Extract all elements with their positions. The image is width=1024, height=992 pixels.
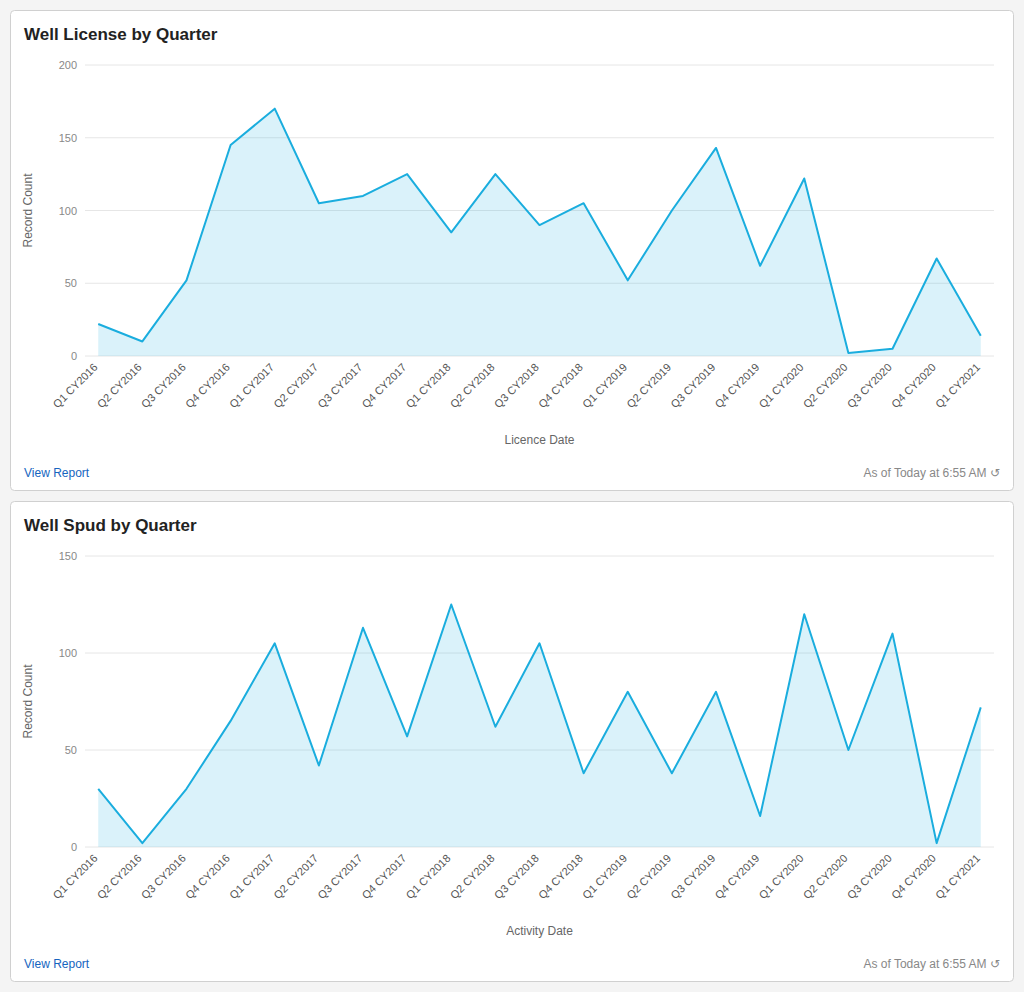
y-axis-label: Record Count	[21, 664, 35, 739]
x-tick-label: Q1 CY2021	[933, 361, 982, 410]
x-tick-label: Q2 CY2017	[271, 852, 320, 901]
chart-panel: Well License by Quarter 0 50 100 150 200 Q1 CY…	[11, 11, 1014, 491]
footer-timestamp: As of Today at 6:55 AM ↺	[863, 957, 1000, 971]
area-fill	[98, 605, 981, 848]
x-tick-label: Q2 CY2019	[624, 852, 673, 901]
x-tick-label: Q4 CY2017	[359, 852, 408, 901]
data-area	[98, 109, 981, 356]
x-tick-label: Q4 CY2019	[712, 852, 761, 901]
x-tick-label: Q2 CY2020	[801, 361, 850, 410]
y-tick-label: 0	[71, 841, 77, 853]
x-tick-label: Q1 CY2020	[757, 852, 806, 901]
x-tick-label: Q2 CY2016	[95, 361, 144, 410]
x-axis-label: Activity Date	[506, 924, 573, 938]
x-tick-label: Q3 CY2018	[492, 852, 541, 901]
chart-panel: Well Spud by Quarter050100150Q1 CY2016Q2…	[11, 502, 1014, 982]
panel-background	[11, 502, 1014, 982]
chart-title: Well License by Quarter	[24, 25, 218, 44]
x-tick-label: Q4 CY2016	[183, 852, 232, 901]
footer-link[interactable]: View Report	[24, 466, 90, 480]
background	[0, 0, 1024, 992]
x-tick-label: Q3 CY2016	[139, 361, 188, 410]
chart-title: Well Spud by Quarter	[24, 516, 197, 535]
x-tick-label: Q3 CY2017	[315, 852, 364, 901]
x-tick-label: Q4 CY2017	[359, 361, 408, 410]
x-tick-label: Q4 CY2016	[183, 361, 232, 410]
x-tick-label: Q4 CY2018	[536, 361, 585, 410]
x-tick-label: Q4 CY2019	[712, 361, 761, 410]
x-axis-label: Licence Date	[504, 433, 574, 447]
x-tick-label: Q3 CY2019	[668, 361, 717, 410]
y-tick-label: 0	[71, 350, 77, 362]
x-tick-label: Q3 CY2018	[492, 361, 541, 410]
x-tick-label: Q1 CY2016	[51, 361, 100, 410]
x-tick-label: Q3 CY2016	[139, 852, 188, 901]
x-tick-label: Q1 CY2020	[757, 361, 806, 410]
grid-line	[85, 65, 994, 66]
y-tick-label: 100	[59, 205, 77, 217]
x-tick-label: Q1 CY2019	[580, 361, 629, 410]
x-tick-label: Q3 CY2019	[668, 852, 717, 901]
x-tick-label: Q4 CY2020	[889, 361, 938, 410]
x-tick-label: Q4 CY2020	[889, 852, 938, 901]
page: Well License by Quarter 0 50 100 150 200 Q1 CY…	[0, 0, 1024, 992]
line	[98, 109, 981, 353]
x-tick-label: Q1 CY2021	[933, 852, 982, 901]
x-tick-label: Q3 CY2017	[315, 361, 364, 410]
panel-background	[11, 11, 1014, 491]
line	[98, 605, 981, 844]
footer-link[interactable]: View Report	[24, 957, 90, 971]
grid-line	[85, 556, 994, 557]
x-tick-label: Q2 CY2018	[448, 852, 497, 901]
x-tick-label: Q2 CY2016	[95, 852, 144, 901]
y-tick-label: 50	[65, 277, 77, 289]
x-tick-label: Q1 CY2017	[227, 361, 276, 410]
x-tick-label: Q1 CY2018	[404, 852, 453, 901]
y-tick-label: 50	[65, 744, 77, 756]
x-tick-label: Q3 CY2020	[845, 361, 894, 410]
x-tick-label: Q1 CY2016	[51, 852, 100, 901]
area-fill	[98, 109, 981, 356]
y-tick-label: 150	[59, 550, 77, 562]
x-tick-label: Q4 CY2018	[536, 852, 585, 901]
y-tick-label: 200	[59, 59, 77, 71]
y-tick-label: 150	[59, 132, 77, 144]
y-axis-label: Record Count	[21, 173, 35, 248]
x-tick-label: Q3 CY2020	[845, 852, 894, 901]
x-tick-label: Q2 CY2017	[271, 361, 320, 410]
x-tick-label: Q1 CY2018	[404, 361, 453, 410]
y-tick-label: 100	[59, 647, 77, 659]
x-tick-label: Q2 CY2019	[624, 361, 673, 410]
grid-line	[85, 137, 994, 138]
data-area	[98, 605, 981, 848]
x-tick-label: Q2 CY2020	[801, 852, 850, 901]
x-tick-label: Q1 CY2019	[580, 852, 629, 901]
footer-timestamp: As of Today at 6:55 AM ↺	[863, 466, 1000, 480]
x-tick-label: Q2 CY2018	[448, 361, 497, 410]
x-tick-label: Q1 CY2017	[227, 852, 276, 901]
